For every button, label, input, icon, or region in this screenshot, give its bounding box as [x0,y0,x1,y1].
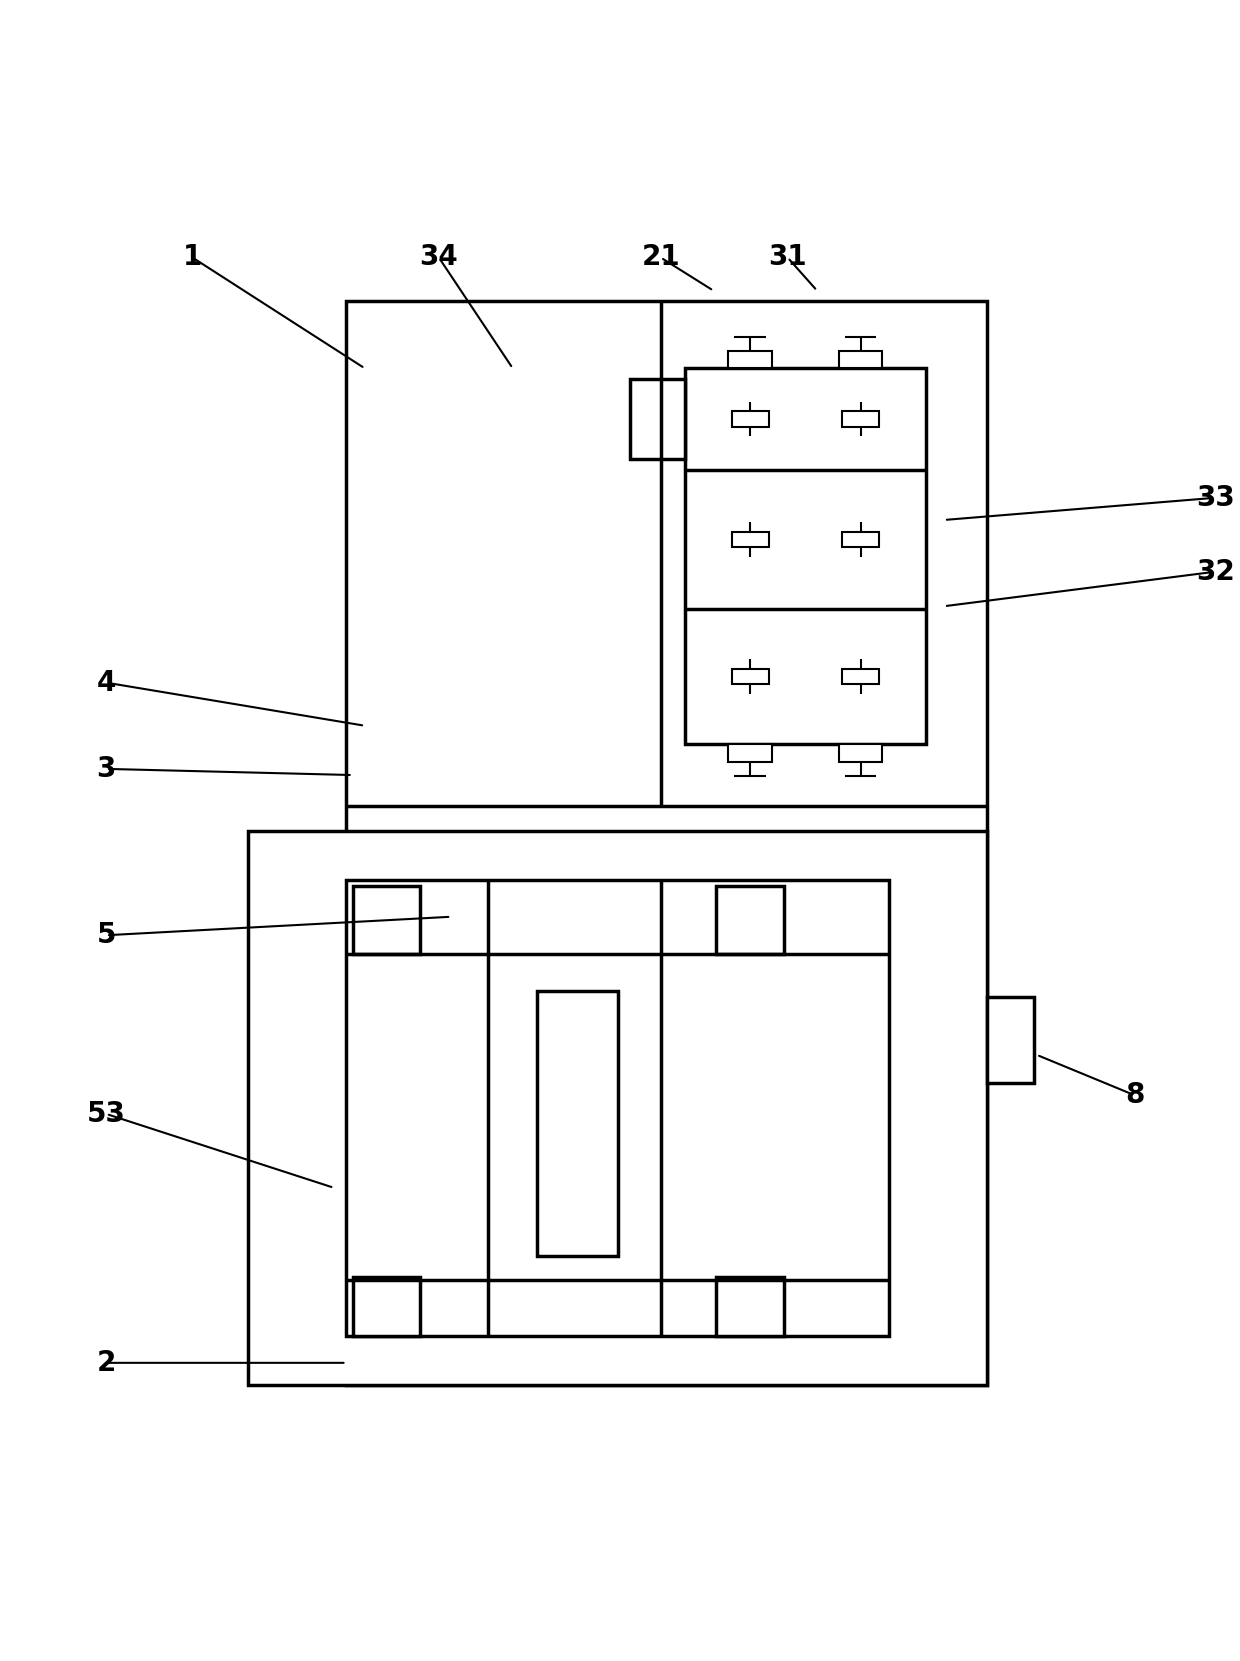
Bar [346,301,987,1385]
Text: 3: 3 [97,754,115,782]
Text: 1: 1 [182,244,202,271]
Bar [352,885,420,953]
Bar [987,997,1034,1083]
Bar [732,532,769,546]
Bar [248,830,987,1385]
Bar [686,369,925,744]
Bar [842,669,879,684]
Bar [352,1277,420,1335]
Text: 4: 4 [97,669,115,696]
Text: 33: 33 [1195,483,1235,512]
Text: 34: 34 [419,244,459,271]
Bar [630,379,686,458]
Bar [732,412,769,427]
Text: 32: 32 [1195,558,1235,586]
Bar [728,744,771,762]
Text: 53: 53 [87,1100,125,1128]
Text: 5: 5 [97,922,115,948]
Bar [717,885,784,953]
Text: 8: 8 [1126,1081,1145,1110]
Bar [732,669,769,684]
Bar [839,744,883,762]
Text: 31: 31 [769,244,807,271]
Bar [842,412,879,427]
Bar [839,350,883,369]
Bar [346,880,889,1335]
Text: 21: 21 [641,244,680,271]
Bar [728,350,771,369]
Bar [717,1277,784,1335]
Bar [537,990,618,1256]
Text: 2: 2 [97,1349,115,1377]
Bar [842,532,879,546]
